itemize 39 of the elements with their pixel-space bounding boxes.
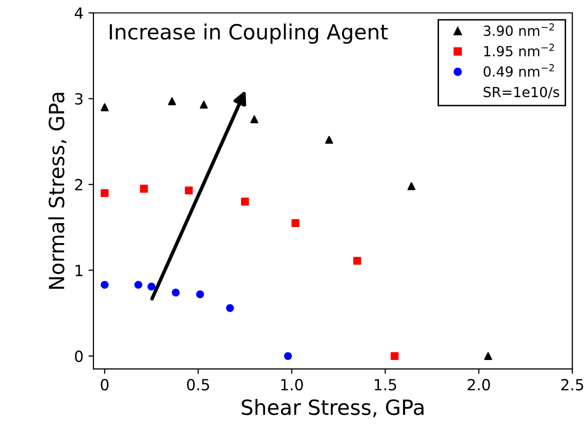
point bbox=[140, 184, 148, 193]
point bbox=[407, 182, 416, 190]
point bbox=[353, 256, 362, 265]
y-tick-label: 3 bbox=[75, 93, 82, 105]
point bbox=[484, 352, 492, 360]
x-tick-label: 1.5 bbox=[374, 379, 396, 390]
y-axis-title: Normal Stress, GPa bbox=[48, 92, 67, 289]
point bbox=[168, 97, 176, 106]
point bbox=[100, 280, 109, 289]
point bbox=[184, 186, 193, 194]
point bbox=[134, 280, 142, 289]
point bbox=[325, 136, 334, 144]
x-tick-label: 2.0 bbox=[468, 378, 490, 390]
y-tick-label: 1 bbox=[76, 264, 82, 276]
point bbox=[241, 198, 249, 206]
x-axis-title: Shear Stress, GPa bbox=[242, 399, 424, 418]
point bbox=[226, 304, 234, 312]
legend-label: 3.90 nm$^{−2}$ bbox=[484, 23, 554, 36]
point bbox=[147, 282, 156, 291]
point bbox=[196, 290, 204, 298]
x-tick-label: 0 bbox=[100, 378, 109, 390]
point bbox=[100, 189, 109, 197]
point bbox=[292, 219, 300, 228]
legend-label: 1.95 nm$^{−2}$ bbox=[484, 44, 554, 56]
y-tick-label: 2 bbox=[75, 178, 82, 190]
x-tick-label: 1.0 bbox=[281, 378, 303, 390]
point bbox=[200, 100, 208, 109]
legend-label: 0.49 nm$^{−2}$ bbox=[484, 64, 554, 77]
annotation: SR=1e10/s bbox=[484, 86, 560, 98]
point bbox=[284, 352, 292, 360]
x-tick-label: 2.5 bbox=[561, 378, 584, 390]
point bbox=[172, 288, 180, 297]
y-tick-label: 0 bbox=[75, 350, 83, 362]
point bbox=[100, 103, 109, 112]
point bbox=[390, 352, 399, 360]
x-tick-label: 0.5 bbox=[187, 378, 210, 390]
point bbox=[250, 115, 258, 124]
annotation: Increase in Coupling Agent bbox=[110, 24, 388, 44]
y-tick-label: 4 bbox=[74, 8, 83, 19]
